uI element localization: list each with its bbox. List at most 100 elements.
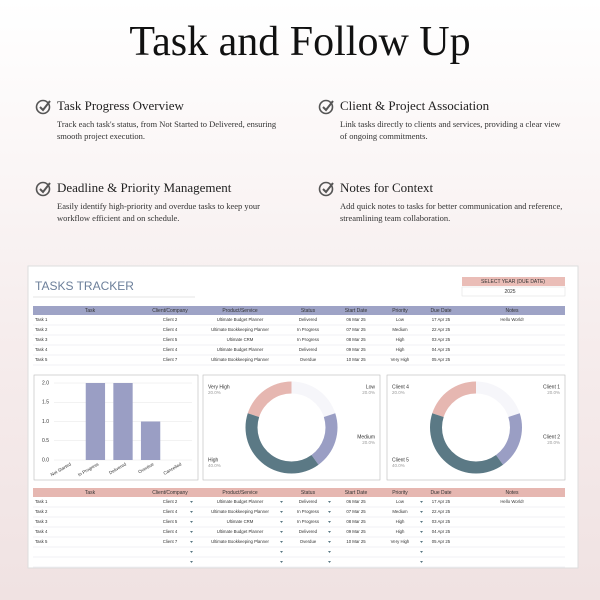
year-select[interactable]	[461, 286, 566, 297]
cell: High	[396, 337, 405, 342]
cell: Client 4	[163, 327, 178, 332]
cell: 05 Apr 25	[432, 357, 451, 362]
dropdown-arrow	[190, 511, 193, 513]
donut-segment	[247, 381, 292, 417]
cell: 17 Apr 25	[432, 499, 451, 504]
slice-value-label: 20.0%	[547, 390, 560, 395]
slice-value-label: 20.0%	[362, 390, 375, 395]
cell: High	[396, 519, 405, 524]
dropdown-arrow	[190, 541, 193, 543]
donut-segment	[291, 381, 336, 417]
dropdown-arrow	[280, 521, 283, 523]
column-header: Task	[85, 308, 96, 314]
cell: 09 Mar 25	[346, 347, 366, 352]
column-header: Priority	[392, 490, 408, 496]
cell: Client 5	[163, 519, 178, 524]
slice-value-label: 20.0%	[392, 390, 405, 395]
slice-value-label: 40.0%	[208, 463, 221, 468]
cell: 06 Mar 25	[346, 499, 366, 504]
dropdown-arrow	[420, 501, 423, 503]
cell: Client 7	[163, 357, 178, 362]
column-header: Task	[85, 490, 96, 496]
cell: High	[396, 347, 405, 352]
slice-label: Low	[366, 384, 376, 390]
cell: Low	[396, 499, 405, 504]
column-header: Priority	[392, 308, 408, 314]
cell: 09 Mar 25	[346, 529, 366, 534]
dropdown-arrow	[328, 551, 331, 553]
slice-value-label: 20.0%	[208, 390, 221, 395]
cell: Ultimate Budget Planner	[217, 317, 264, 322]
y-tick-label: 0.5	[42, 438, 49, 444]
y-tick-label: 1.0	[42, 419, 49, 425]
donut-segment	[430, 413, 504, 474]
year-label-box	[462, 277, 565, 286]
feature-text: Add quick notes to tasks for better comm…	[340, 201, 563, 223]
table-header	[33, 488, 565, 497]
column-header: Product/Service	[222, 308, 258, 314]
cell: Client 5	[163, 337, 178, 342]
cell: Task 4	[35, 529, 48, 534]
dropdown-arrow	[280, 501, 283, 503]
dropdown-arrow	[280, 531, 283, 533]
feature-title: Deadline & Priority Management	[57, 180, 232, 195]
slice-label: Client 2	[543, 434, 560, 440]
cell: Ultimate Bookkeeping Planner	[211, 357, 269, 362]
slice-value-label: 20.0%	[362, 440, 375, 445]
cell: Overdue	[300, 357, 317, 362]
dropdown-arrow	[328, 511, 331, 513]
dropdown-arrow	[420, 511, 423, 513]
check-icon	[35, 99, 51, 115]
cell: Hello World!	[500, 499, 523, 504]
slice-value-label: 40.0%	[392, 463, 405, 468]
cell: 07 Mar 25	[346, 327, 366, 332]
dropdown-arrow	[420, 521, 423, 523]
column-header: Client/Company	[152, 308, 188, 314]
feature-title: Notes for Context	[340, 180, 434, 195]
feature-title: Client & Project Association	[340, 98, 490, 113]
cell: Delivered	[299, 499, 318, 504]
cell: 03 Apr 25	[432, 337, 451, 342]
dropdown-arrow	[190, 561, 193, 563]
column-header: Product/Service	[222, 490, 258, 496]
dropdown-arrow	[328, 501, 331, 503]
y-tick-label: 1.5	[42, 400, 49, 406]
cell: Task 5	[35, 539, 48, 544]
cell: Ultimate Bookkeeping Planner	[211, 539, 269, 544]
cell: 03 Apr 25	[432, 519, 451, 524]
cell: Task 5	[35, 357, 48, 362]
slice-label: Client 5	[392, 457, 409, 463]
dropdown-arrow	[280, 561, 283, 563]
check-icon	[35, 181, 51, 197]
check-icon	[318, 99, 334, 115]
donut-segment	[311, 413, 338, 465]
cell: Delivered	[299, 347, 318, 352]
feature-text: Track each task's status, from Not Start…	[57, 119, 277, 141]
cell: Client 7	[163, 539, 178, 544]
feature-text: Link tasks directly to clients and servi…	[340, 119, 561, 141]
cell: 07 Mar 25	[346, 509, 366, 514]
column-header: Start Date	[345, 308, 368, 314]
cell: Client 4	[163, 529, 178, 534]
column-header: Notes	[505, 308, 519, 314]
dropdown-arrow	[190, 551, 193, 553]
dropdown-arrow	[190, 501, 193, 503]
donut-segment	[245, 413, 319, 474]
cell: Overdue	[300, 539, 317, 544]
cell: High	[396, 529, 405, 534]
donut-segment	[432, 381, 476, 417]
cell: Client 2	[163, 499, 178, 504]
cell: Ultimate Bookkeeping Planner	[211, 509, 269, 514]
dropdown-arrow	[328, 531, 331, 533]
cell: In Progress	[297, 337, 319, 342]
cell: 04 Apr 25	[432, 529, 451, 534]
cell: Medium	[392, 327, 408, 332]
bar	[140, 421, 161, 460]
bar	[113, 383, 133, 460]
cell: 08 Mar 25	[346, 519, 366, 524]
cell: 22 Apr 25	[432, 509, 451, 514]
column-header: Client/Company	[152, 490, 188, 496]
cell: Ultimate Budget Planner	[217, 529, 264, 534]
cell: In Progress	[297, 519, 319, 524]
dropdown-arrow	[420, 531, 423, 533]
